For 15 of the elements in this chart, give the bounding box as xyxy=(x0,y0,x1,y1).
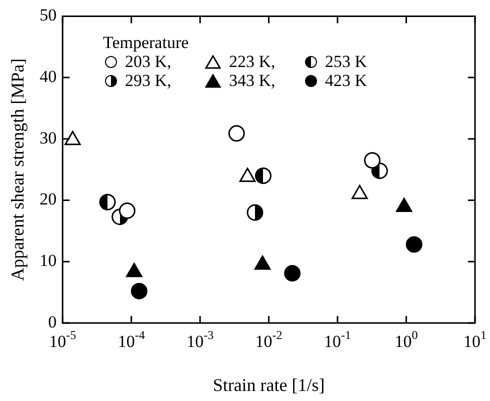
legend-label: 423 K xyxy=(325,71,368,90)
legend-label: 343 K, xyxy=(229,71,276,90)
y-tick-label: 0 xyxy=(48,312,57,332)
y-tick-label: 50 xyxy=(40,6,57,25)
y-tick-label: 40 xyxy=(40,67,57,86)
legend-label: 203 K, xyxy=(125,52,172,71)
y-tick-label: 20 xyxy=(40,190,57,209)
y-tick-label: 10 xyxy=(40,251,57,270)
y-axis-title: Apparent shear strength [MPa] xyxy=(8,58,28,281)
legend-label: 293 K, xyxy=(125,71,172,90)
legend-label: 253 K xyxy=(325,52,368,71)
y-tick-label: 30 xyxy=(40,128,57,148)
legend-label: 223 K, xyxy=(229,52,276,71)
legend-title: Temperature xyxy=(103,33,190,52)
x-axis-title: Strain rate [1/s] xyxy=(212,374,325,395)
